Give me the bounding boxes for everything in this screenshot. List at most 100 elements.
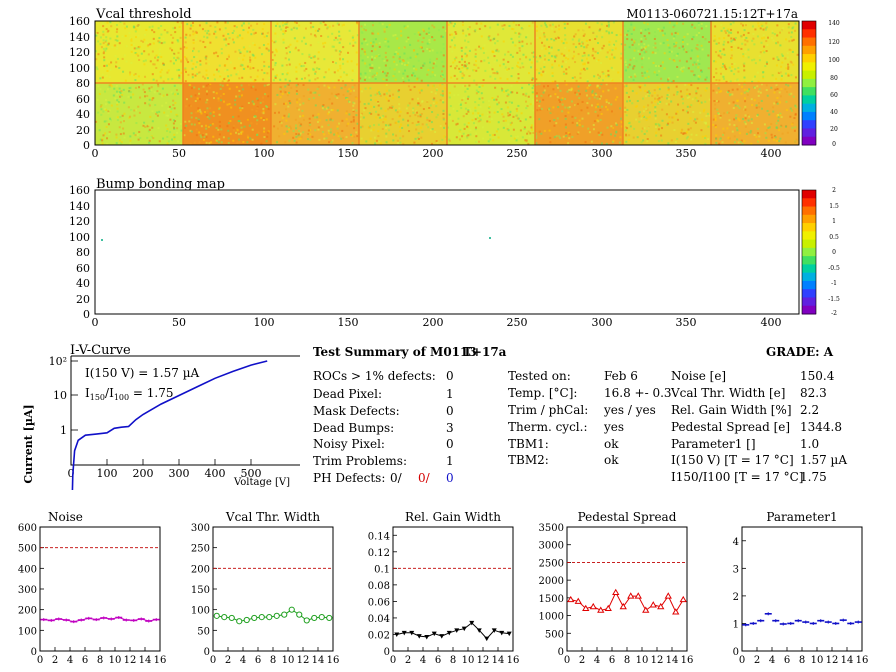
roc-data-point [424, 634, 430, 640]
param-label: Parameter1 [] [671, 437, 756, 451]
roc-xtick-label: 16 [856, 655, 869, 666]
roc-xtick-label: 14 [312, 655, 325, 666]
roc-xtick-label: 4 [67, 655, 73, 666]
roc-ytick-label: 1500 [539, 594, 564, 605]
roc-data-point [431, 631, 437, 637]
pal2-tick: -0.5 [828, 265, 840, 272]
roc-data-point [627, 592, 635, 599]
roc-data-point [303, 617, 310, 624]
ph-defects-value: 0/ [418, 471, 430, 485]
condition-label: Trim / phCal: [508, 403, 589, 417]
iv-annot-2: I150/I100 = 1.75 [85, 386, 174, 402]
iv-ytick: 1 [60, 424, 67, 437]
roc-xtick-label: 6 [784, 655, 790, 666]
roc-xtick-label: 2 [225, 655, 231, 666]
pal2-tick: -1.5 [828, 296, 840, 303]
condition-label: TBM2: [508, 453, 549, 467]
map1-x-axis: 0 50 100 150 200 250 300 350 400 [92, 147, 782, 160]
map1-frame [94, 20, 800, 146]
roc-series-line [570, 591, 684, 614]
roc-xtick-label: 2 [52, 655, 58, 666]
param-value: 1.57 µA [800, 453, 847, 467]
map1-xtick: 150 [338, 147, 359, 160]
roc-series-line [396, 622, 510, 640]
map2-ytick: 120 [69, 215, 90, 228]
roc-chart-title: Pedestal Spread [578, 510, 677, 524]
pal1-tick: 100 [828, 57, 840, 64]
map1-ytick: 120 [69, 46, 90, 59]
roc-xtick-label: 8 [624, 655, 630, 666]
iv-curve-line [71, 360, 268, 490]
roc-data-point [266, 614, 273, 621]
param-label: I150/I100 [T = 17 °C] [671, 470, 804, 484]
roc-xtick-label: 14 [841, 655, 854, 666]
roc-ytick-label: 1 [733, 619, 739, 630]
map2-xtick: 200 [423, 316, 444, 329]
roc-chart: Rel. Gain Width 0 0.02 0.04 0.06 0.08 0.1 0.12 0… [368, 510, 520, 666]
roc-data-point [664, 592, 672, 599]
roc-data-point [461, 626, 467, 632]
map2-ytick: 60 [76, 262, 90, 275]
roc-ytick-label: 4 [733, 537, 739, 548]
param-value: 2.2 [800, 403, 820, 417]
roc-data-point [228, 614, 235, 622]
roc-data-point [604, 604, 612, 611]
roc-data-point [679, 595, 687, 603]
condition-value: ok [604, 437, 619, 451]
roc-xtick-label: 10 [282, 655, 295, 666]
roc-data-point [589, 602, 597, 610]
roc-data-point [657, 602, 665, 610]
roc-data-point [446, 630, 452, 636]
iv-xlabel: Voltage [V] [233, 477, 290, 488]
roc-data-point [574, 597, 582, 604]
condition-label: Tested on: [508, 369, 571, 383]
map2-palette: 2 1.5 1 0.5 0 -0.5 -1 -1.5 -2 [801, 187, 840, 317]
vcal-threshold-map: Vcal threshold M0113-060721.15:12T+17a 0… [69, 7, 840, 160]
map2-xtick: 0 [92, 316, 99, 329]
map2-dead-bump [101, 239, 103, 241]
roc-ytick-label: 600 [18, 523, 37, 534]
pal1-tick: 20 [830, 126, 838, 133]
roc-xtick-label: 12 [651, 655, 664, 666]
roc-xtick-label: 6 [255, 655, 261, 666]
map1-xtick: 400 [761, 147, 782, 160]
pal2-tick: -1 [831, 280, 837, 287]
roc-data-point [506, 631, 512, 637]
roc-xtick-label: 10 [811, 655, 824, 666]
condition-label: Temp. [°C]: [508, 386, 578, 400]
roc-data-point [318, 614, 325, 621]
param-value: 1.0 [800, 437, 820, 451]
pal1-tick: 40 [830, 109, 838, 116]
roc-xtick-label: 12 [477, 655, 490, 666]
roc-data-point [469, 620, 475, 626]
roc-data-point [612, 588, 620, 596]
roc-chart-frame [212, 526, 334, 652]
summary-grade: GRADE: A [766, 345, 834, 359]
map1-ytick: 80 [76, 77, 90, 90]
roc-data-point [288, 606, 295, 613]
roc-ytick-label: 250 [191, 544, 210, 555]
iv-xtick: 0 [68, 467, 75, 480]
roc-xtick-label: 16 [681, 655, 694, 666]
roc-data-point [476, 628, 482, 633]
module-id: M0113-060721.15:12T+17a [626, 7, 798, 21]
roc-xtick-label: 10 [462, 655, 475, 666]
map1-xtick: 50 [172, 147, 186, 160]
map2-xtick: 100 [254, 316, 275, 329]
map2-xtick: 300 [592, 316, 613, 329]
map2-ytick: 160 [69, 184, 90, 197]
roc-data-point [567, 595, 575, 603]
iv-annot-1: I(150 V) = 1.57 µA [85, 366, 200, 380]
roc-ytick-label: 0.12 [368, 548, 390, 559]
map2-xtick: 50 [172, 316, 186, 329]
roc-data-point [311, 614, 318, 622]
defect-value: 0 [446, 404, 454, 418]
iv-title: I-V-Curve [70, 343, 131, 358]
map2-ytick: 20 [76, 293, 90, 306]
roc-xtick-label: 12 [124, 655, 137, 666]
roc-data-point [672, 608, 680, 615]
map1-y-axis: 0 20 40 60 80 100 120 140 160 [69, 15, 90, 152]
defect-label: Mask Defects: [313, 404, 400, 418]
roc-data-point [439, 634, 445, 639]
roc-xtick-label: 10 [636, 655, 649, 666]
